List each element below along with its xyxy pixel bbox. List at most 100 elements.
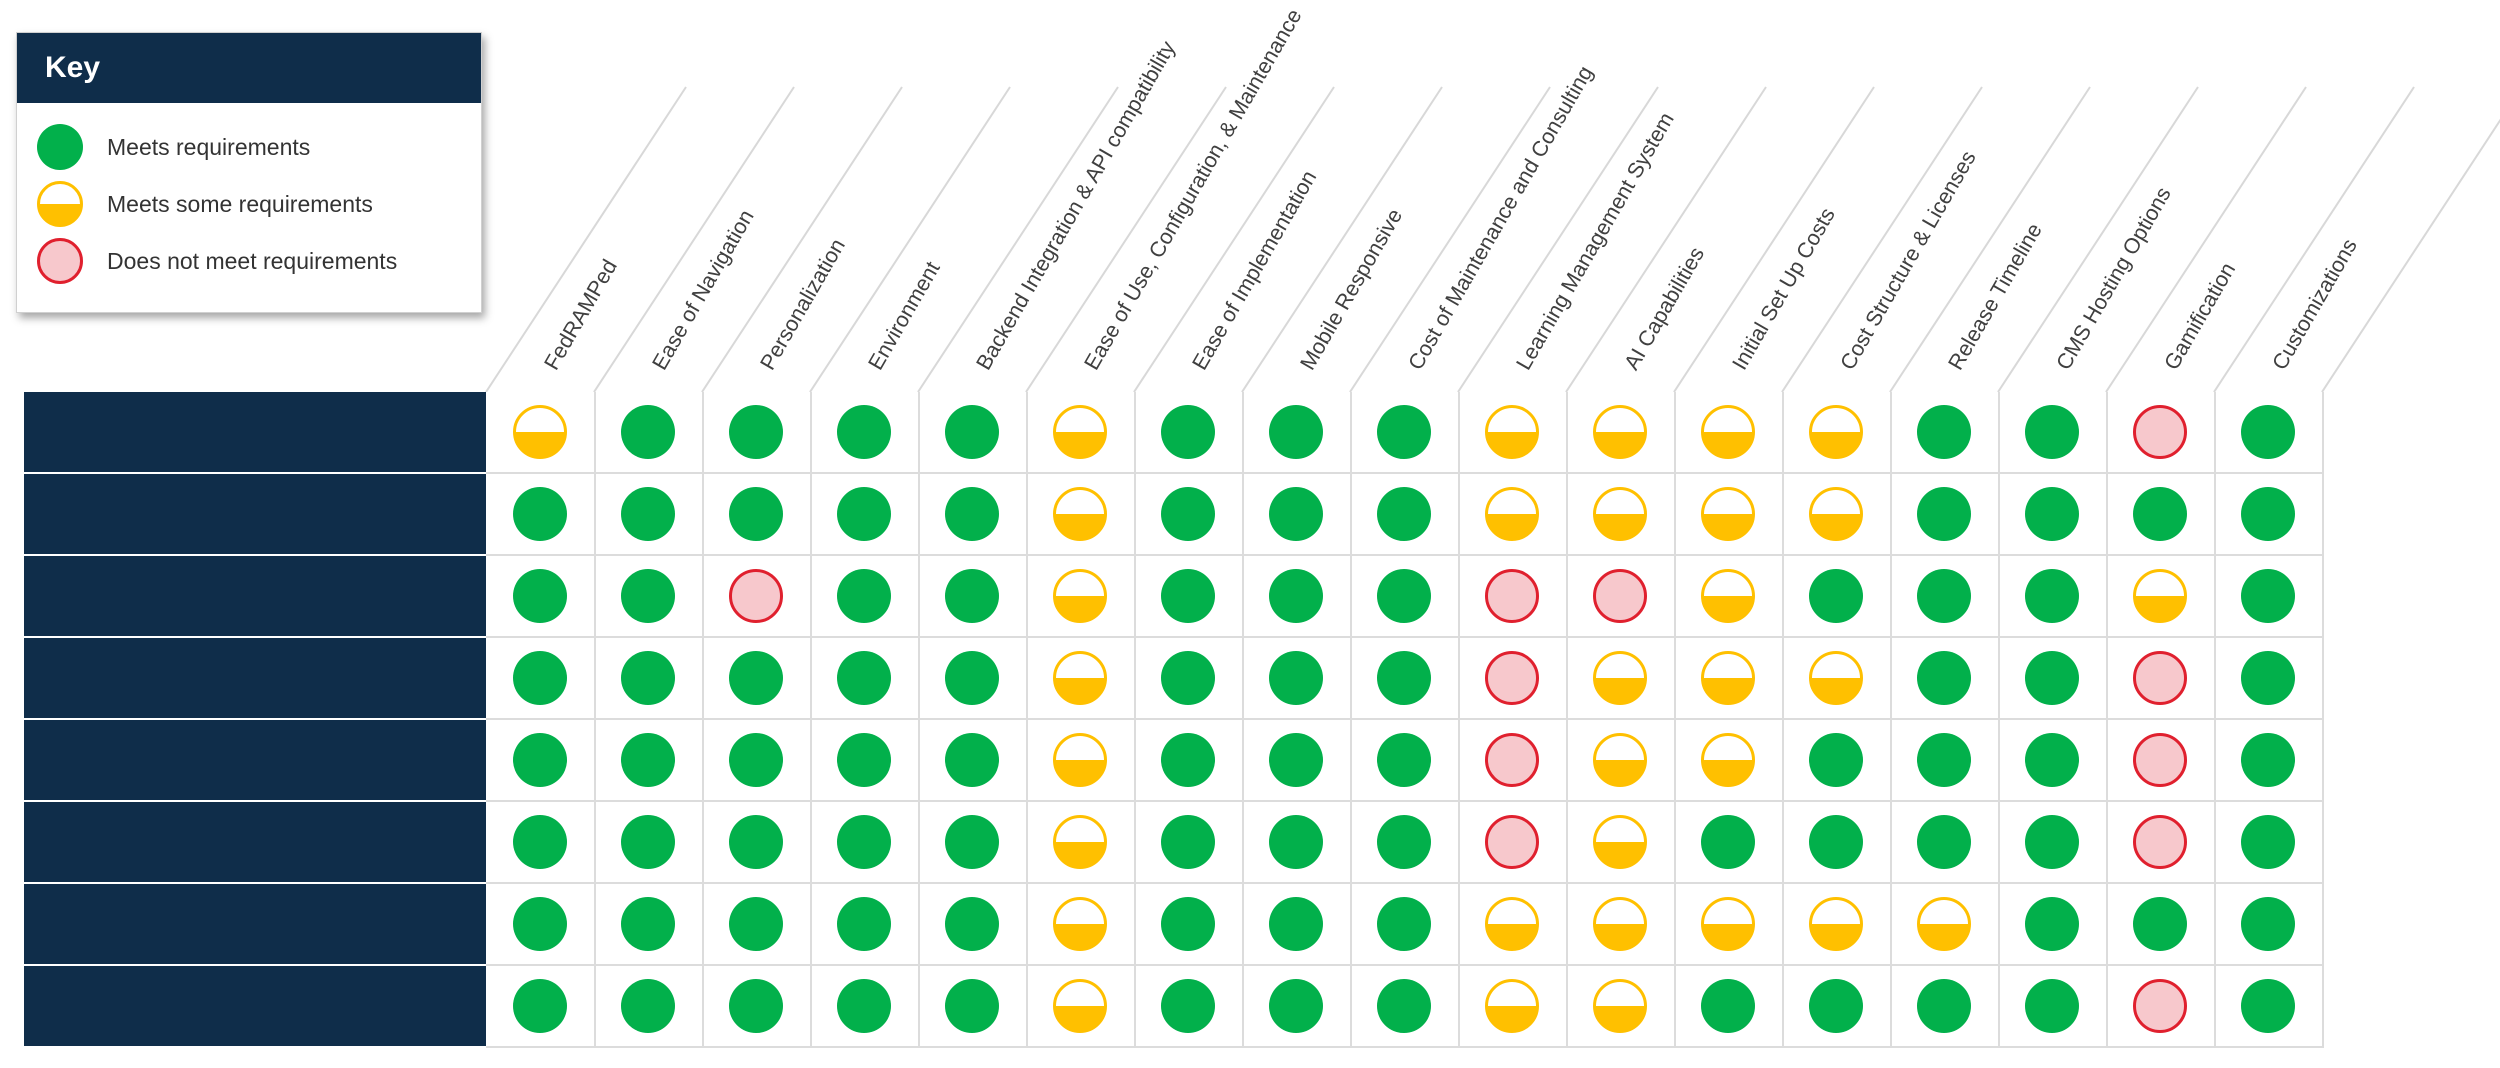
meets-requirements-icon [2025, 897, 2079, 951]
table-cell [918, 638, 1028, 720]
meets-requirements-icon [1269, 897, 1323, 951]
table-cell [810, 720, 920, 802]
table-cell [2214, 638, 2324, 720]
column-header-line [1673, 86, 1875, 392]
meets-some-requirements-icon [1053, 651, 1107, 705]
table-cell [1782, 720, 1892, 802]
meets-requirements-icon [729, 815, 783, 869]
table-cell [1674, 884, 1784, 966]
meets-some-requirements-icon [1701, 405, 1755, 459]
table-cell [1242, 966, 1352, 1048]
meets-requirements-icon [513, 733, 567, 787]
meets-requirements-icon [837, 651, 891, 705]
key-item-label: Meets some requirements [107, 190, 373, 217]
meets-some-requirements-icon [1053, 569, 1107, 623]
table-cell [1566, 638, 1676, 720]
meets-requirements-icon [1917, 569, 1971, 623]
column-header-line [1997, 86, 2199, 392]
meets-requirements-icon [1269, 815, 1323, 869]
table-cell [702, 884, 812, 966]
meets-some-requirements-icon [1485, 979, 1539, 1033]
meets-requirements-icon [1269, 979, 1323, 1033]
meets-requirements-icon [513, 487, 567, 541]
meets-requirements-icon [513, 569, 567, 623]
table-cell [594, 556, 704, 638]
row-header [24, 556, 486, 636]
does-not-meet-requirements-icon [37, 238, 83, 284]
table-cell [2106, 720, 2216, 802]
table-cell [1242, 474, 1352, 556]
meets-requirements-icon [1269, 405, 1323, 459]
table-cell [594, 720, 704, 802]
meets-some-requirements-icon [1593, 979, 1647, 1033]
meets-some-requirements-icon [37, 181, 83, 227]
meets-some-requirements-icon [1701, 651, 1755, 705]
does-not-meet-requirements-icon [1485, 569, 1539, 623]
does-not-meet-requirements-icon [2133, 405, 2187, 459]
table-cell [1458, 966, 1568, 1048]
table-cell [1782, 802, 1892, 884]
meets-requirements-icon [837, 979, 891, 1033]
table-cell [1998, 966, 2108, 1048]
key-item-label: Does not meet requirements [107, 247, 398, 274]
table-cell [2214, 966, 2324, 1048]
row-header [24, 720, 486, 800]
key-title: Key [17, 33, 481, 103]
meets-some-requirements-icon [1701, 569, 1755, 623]
meets-requirements-icon [945, 733, 999, 787]
table-cell [1350, 720, 1460, 802]
meets-requirements-icon [1809, 733, 1863, 787]
table-cell [1134, 392, 1244, 474]
table-cell [702, 966, 812, 1048]
table-cell [2106, 884, 2216, 966]
table-cell [486, 392, 596, 474]
table-cell [1998, 720, 2108, 802]
table-cell [1998, 638, 2108, 720]
meets-requirements-icon [1377, 733, 1431, 787]
table-cell [702, 638, 812, 720]
does-not-meet-requirements-icon [1485, 815, 1539, 869]
table-cell [810, 884, 920, 966]
meets-requirements-icon [2241, 897, 2295, 951]
meets-requirements-icon [1161, 733, 1215, 787]
meets-requirements-icon [2241, 487, 2295, 541]
meets-some-requirements-icon [1701, 487, 1755, 541]
table-cell [594, 638, 704, 720]
meets-requirements-icon [1161, 569, 1215, 623]
table-cell [810, 638, 920, 720]
table-cell [594, 474, 704, 556]
meets-some-requirements-icon [1809, 405, 1863, 459]
table-cell [1350, 392, 1460, 474]
table-cell [486, 474, 596, 556]
meets-some-requirements-icon [1053, 979, 1107, 1033]
meets-requirements-icon [621, 815, 675, 869]
table-cell [1026, 884, 1136, 966]
column-header-line [701, 86, 903, 392]
row-header [24, 638, 486, 718]
table-cell [1782, 966, 1892, 1048]
meets-requirements-icon [837, 897, 891, 951]
meets-requirements-icon [1809, 979, 1863, 1033]
meets-some-requirements-icon [1485, 405, 1539, 459]
key-item-none: Does not meet requirements [37, 233, 397, 289]
meets-some-requirements-icon [1809, 487, 1863, 541]
table-cell [1674, 638, 1784, 720]
meets-requirements-icon [1917, 979, 1971, 1033]
table-cell [1134, 884, 1244, 966]
table-cell [2214, 392, 2324, 474]
meets-some-requirements-icon [1485, 897, 1539, 951]
meets-some-requirements-icon [1593, 897, 1647, 951]
meets-some-requirements-icon [1053, 897, 1107, 951]
meets-some-requirements-icon [2133, 569, 2187, 623]
meets-requirements-icon [2025, 979, 2079, 1033]
table-cell [1890, 556, 2000, 638]
meets-requirements-icon [2025, 405, 2079, 459]
table-cell [2214, 474, 2324, 556]
table-cell [918, 556, 1028, 638]
meets-requirements-icon [1377, 979, 1431, 1033]
meets-requirements-icon [1917, 733, 1971, 787]
meets-requirements-icon [2025, 651, 2079, 705]
column-header-line [1241, 86, 1443, 392]
table-cell [1134, 802, 1244, 884]
table-cell [2214, 720, 2324, 802]
